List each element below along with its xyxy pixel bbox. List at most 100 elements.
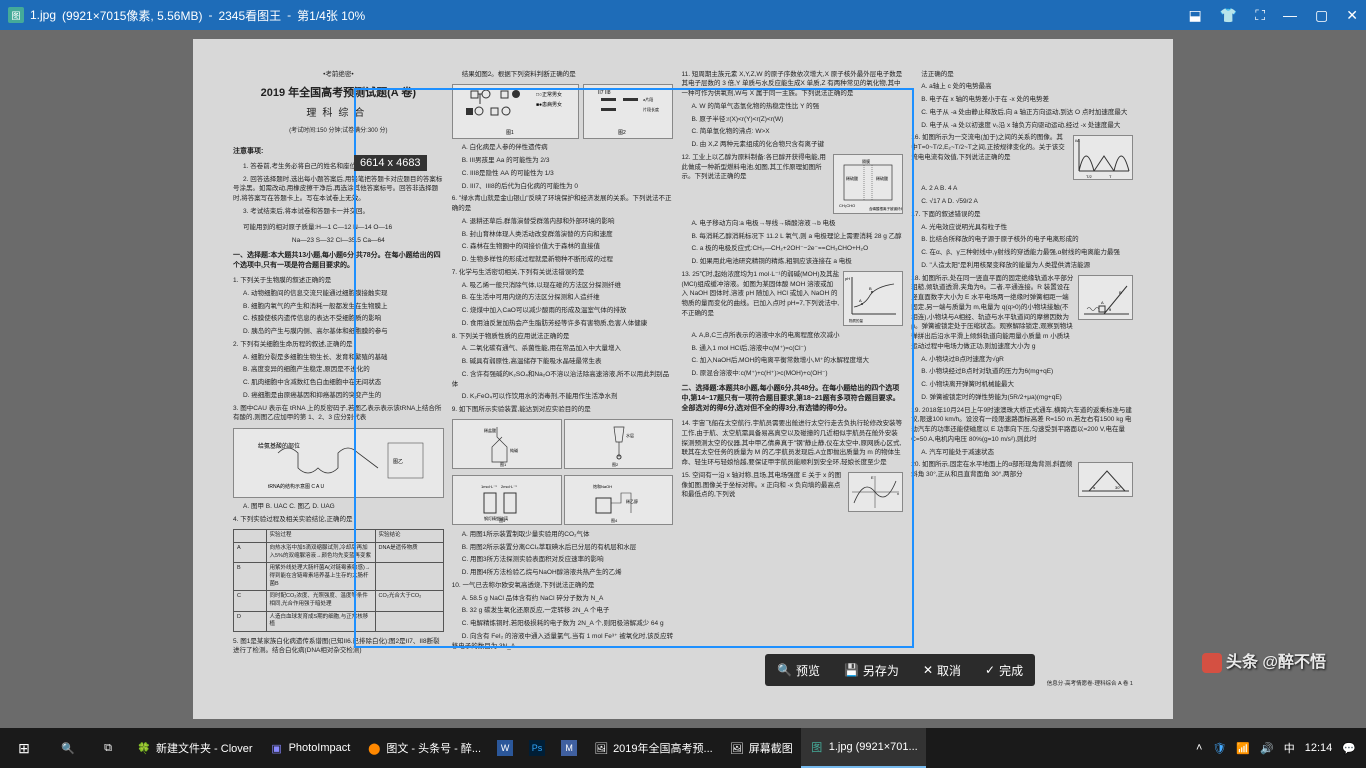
close-icon[interactable]: ✕: [1346, 7, 1358, 24]
check-icon: ✓: [985, 663, 995, 677]
svg-text:CH₃CHO: CH₃CHO: [839, 203, 855, 208]
notice2: 2. 回答选择题时,选出每小题答案后,用铅笔把答题卡对应题目的答案标号涂黑。如需…: [233, 175, 444, 204]
ph-curve-diagram: pHAB物质的量: [843, 271, 903, 326]
svg-text:B: B: [1119, 290, 1122, 295]
titlebar: 图 1.jpg (9921×7015像素, 5.56MB) - 2345看图王 …: [0, 0, 1366, 30]
svg-text:纯碱: 纯碱: [510, 447, 518, 453]
taskbar: ⊞ 🔍 ⧉ 🍀新建文件夹 - Clover ▣PhotoImpact ⬤图文 -…: [0, 728, 1366, 768]
cancel-button[interactable]: ✕取消: [911, 654, 973, 686]
svg-text:图1: 图1: [500, 461, 507, 467]
tray-chevron-icon[interactable]: ˄: [1196, 742, 1202, 754]
sec2: 二、选择题:本题共8小题,每小题6分,共48分。在每小题给出的四个选项中,第14…: [681, 384, 903, 413]
svg-text:■●患病男女: ■●患病男女: [536, 101, 562, 108]
svg-text:稀硫酸: 稀硫酸: [876, 175, 888, 181]
svg-text:稀硫酸: 稀硫酸: [846, 175, 858, 181]
svg-text:θ: θ: [1109, 307, 1112, 312]
svg-text:A: A: [859, 298, 862, 303]
task-item-m[interactable]: M: [553, 728, 585, 768]
q16cd: C. √17 A D. √59/2 A: [911, 197, 1133, 207]
task-item-snip[interactable]: 🖼屏幕截图: [721, 728, 801, 768]
task-item-viewer[interactable]: 图1.jpg (9921×701...: [801, 728, 926, 768]
q7d: D. 食用油反复加热会产生脂肪芳经等许多有害物质,危害人体健康: [452, 319, 674, 329]
svg-text:A: A: [1101, 300, 1104, 305]
q10d: D. 向含有 FeI₂ 的溶液中通入适量氯气,当有 1 mol Fe³⁺ 被氧化…: [452, 632, 674, 652]
save-as-button[interactable]: 💾另存为: [832, 654, 911, 686]
svg-text:2mol·L⁻¹: 2mol·L⁻¹: [501, 484, 517, 489]
exam-info: (考试时间:150 分钟;试卷满分:300 分): [233, 127, 444, 135]
fuel-cell-diagram: 隔膜稀硫酸稀硫酸CH₃CHO含磷酸根离子被钢纤维: [833, 154, 903, 214]
q13c: C. 加入NaOH后,MOH的电离平衡常数增小,M⁺的水解程度增大: [681, 356, 903, 366]
q18d: D. 弹簧被锁定时的弹性势能为(5R/2+μa)(mg+qE): [911, 393, 1133, 403]
q4: 4. 下列实验过程及相关实验结论,正确的是: [233, 515, 444, 525]
sec1: 一、选择题:本大题共13小题,每小题6分,共78分。在每小题给出的四个选项中,只…: [233, 251, 444, 271]
q8a: A. 二氧化碳有通气、杀菌性能,用在常品加入中大量增入: [452, 344, 674, 354]
system-tray: ˄ 🛡 📶 🔊 中 12:14 💬: [1196, 740, 1366, 756]
q16abcd: A. 2 A B. 4 A: [911, 184, 1133, 194]
q13: 13. 25℃时,起始浓度均为1 mol·L⁻¹的弱碱(MOH)及其盐(MCl)…: [681, 270, 839, 319]
minimize-icon[interactable]: —: [1283, 7, 1297, 23]
task-item-photoimpact[interactable]: ▣PhotoImpact: [261, 728, 359, 768]
task-item-clover[interactable]: 🍀新建文件夹 - Clover: [128, 728, 261, 768]
q9c: C. 用图3所方法探测实验表面积对反应速率的影响: [452, 555, 674, 565]
exam-title: 2019 年全国高考预测试题(A 卷): [233, 86, 444, 101]
q7: 7. 化学与生活密切相关,下列有关说法错误的是: [452, 268, 674, 278]
q17b: B. 比结合所释放的电子源于原子核外的电子电离形成的: [911, 235, 1133, 245]
q6b: B. 封山育林体现人类活动改变群落演替的方向和速度: [452, 230, 674, 240]
q6: 6. "绿水青山就是金山银山"反映了环境保护和经济发展的关系。下列说法不正确的是: [452, 194, 674, 214]
tray-volume-icon[interactable]: 🔊: [1260, 742, 1274, 755]
title-sep2: -: [287, 8, 291, 22]
q14: 14. 宇宙飞船在太空航行,宇航员需要出舱进行太空行走去负执行轮修改安装等工作,…: [681, 419, 903, 468]
svg-text:B: B: [869, 286, 872, 291]
svg-text:稀盐酸: 稀盐酸: [484, 427, 496, 433]
fullscreen-icon[interactable]: ⛶: [1255, 7, 1265, 24]
q1b: B. 细胞内氧气的产生和消耗一般都发生在生物膜上: [233, 302, 444, 312]
c2d: D. III7、III8的后代为白化病的可能性为 0: [452, 182, 674, 192]
task-item-exam[interactable]: 🖼2019年全国高考预...: [585, 728, 721, 768]
gel-diagram: II7 II8a片段片段长度图2: [583, 84, 673, 139]
atomic: 可能用到的相对原子质量:H—1 C—12 N—14 O—16: [233, 223, 444, 233]
task-item-browser[interactable]: ⬤图文 - 头条号 - 醉...: [358, 728, 489, 768]
fig-q9-4: 饱和NaOH稀乙醇图4: [564, 475, 674, 525]
preview-button[interactable]: 🔍预览: [765, 654, 832, 686]
svg-text:物质的量: 物质的量: [849, 318, 863, 323]
ac-wave-diagram: i/AT/2T: [1073, 135, 1133, 180]
svg-text:图2: 图2: [618, 130, 626, 136]
tray-wifi-icon[interactable]: 📶: [1236, 742, 1250, 755]
search-button[interactable]: 🔍: [48, 742, 88, 755]
q13d: D. 原混合溶液中:c(M⁺)+c(H⁺)>c(MOH)+c(OH⁻): [681, 369, 903, 379]
q9d: D. 用图4所方法检验乙烷与NaOH醇溶液共热产生的乙烯: [452, 568, 674, 578]
svg-text:隔膜: 隔膜: [862, 158, 870, 164]
tray-shield-icon[interactable]: 🛡: [1212, 742, 1226, 755]
q8b: B. 碱具有弱原性,高温储存下能吸水晶硅最常生表: [452, 357, 674, 367]
q18a: A. 小物块过B点时速度为√gR: [911, 355, 1133, 365]
q12b: B. 每消耗乙醇消耗标况下 11.2 L 氧气,则 a 电极理论上需要消耗 28…: [681, 232, 903, 242]
title-app: 2345看图王: [218, 7, 281, 24]
q2c: C. 肌肉细胞中含减数红色白血细胞中在无间状态: [233, 378, 444, 388]
task-view-button[interactable]: ⧉: [88, 742, 128, 755]
svg-text:a片段: a片段: [643, 96, 653, 102]
task-item-word[interactable]: W: [489, 728, 521, 768]
q7c: C. 烧煤中加入CaO可以减少酸雨的形成及温室气体的排放: [452, 306, 674, 316]
svg-text:图3: 图3: [499, 517, 506, 523]
svg-text:α: α: [1093, 485, 1096, 490]
q13a: A. A,B,C三点所表示的溶液中水的电离程度依次减小: [681, 331, 903, 341]
notice3: 3. 考试结束后,将本试卷和答题卡一并交回。: [233, 207, 444, 217]
q1: 1. 下列关于生物膜的叙述正确的是: [233, 276, 444, 286]
notification-icon[interactable]: 💬: [1342, 742, 1356, 755]
c4c: C. 电子从 -a 处由静止释放后,向 a 轴正方向运动,到达 O 点时加速度最…: [911, 108, 1133, 118]
ime-indicator[interactable]: 中: [1284, 740, 1295, 756]
q9: 9. 如下图所示实验装置,能达到对应实验目的的是: [452, 405, 674, 415]
done-button[interactable]: ✓完成: [973, 654, 1035, 686]
q3opts: A. 图甲 B. UAC C. 图乙 D. UAG: [233, 502, 444, 512]
titlebar-left: 图 1.jpg (9921×7015像素, 5.56MB) - 2345看图王 …: [8, 7, 365, 24]
q20: 20. 如图所示,固定在水平地面上的α部形现角背测,斜面倾斜角 30°,正从和且…: [911, 460, 1074, 480]
pin-icon[interactable]: ⬓: [1189, 7, 1202, 24]
skin-icon[interactable]: 👕: [1220, 7, 1237, 24]
task-item-ps[interactable]: Ps: [521, 728, 553, 768]
q4-table: 实验过程 实验结论 A向热水浴中加5滴双缩脲试剂,冷却后再加入5%的双缩脲溶液→…: [233, 529, 444, 632]
app-icon: 图: [8, 7, 24, 23]
maximize-icon[interactable]: ▢: [1315, 7, 1328, 24]
clock[interactable]: 12:14: [1305, 742, 1333, 754]
start-button[interactable]: ⊞: [0, 728, 48, 768]
q10a: A. 58.5 g NaCl 品体含有约 NaCl 碎分子数为 N_A: [452, 594, 674, 604]
